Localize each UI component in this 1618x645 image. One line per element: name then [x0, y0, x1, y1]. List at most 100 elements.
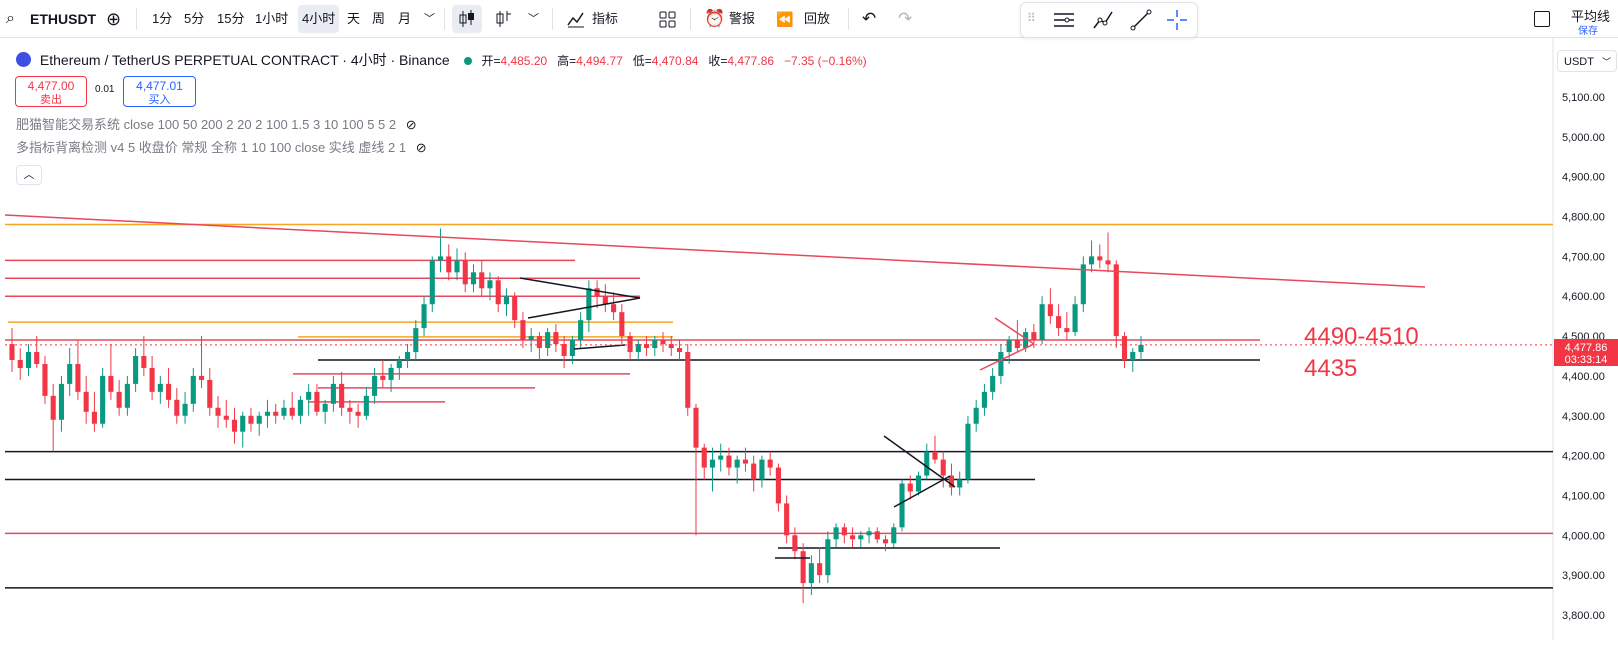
annotation-resistance-zone: 4490-4510: [1304, 323, 1419, 350]
candle-body: [462, 260, 468, 285]
interval-month[interactable]: 月: [398, 11, 412, 26]
alarm-clock-icon[interactable]: ⏰: [704, 9, 726, 28]
candles-chart-type-icon[interactable]: [452, 5, 482, 33]
spread-value: 0.01: [95, 84, 115, 95]
interval-5m[interactable]: 5分: [184, 11, 205, 26]
candle-body: [907, 483, 913, 492]
candle-body: [405, 352, 411, 360]
price-chart[interactable]: 5,100.00 5,000.00 4,900.00 4,800.00 4,700.00…: [0, 38, 1618, 640]
redo-icon[interactable]: ↷: [898, 9, 913, 28]
low-value: 4,470.84: [651, 54, 699, 68]
buy-price: 4,477.01: [136, 79, 183, 93]
chevron-down-icon[interactable]: ﹀: [528, 13, 539, 25]
candle-body: [668, 344, 674, 349]
candle-body: [149, 367, 155, 392]
legend-title[interactable]: Ethereum / TetherUS PERPETUAL CONTRACT ·…: [39, 52, 450, 68]
high-value: 4,494.77: [576, 54, 623, 68]
candle-body: [75, 363, 81, 392]
candle-body: [652, 340, 658, 349]
replay-button[interactable]: 回放: [804, 11, 831, 26]
candle-body: [25, 352, 32, 368]
collapse-legend-button[interactable]: ︿: [16, 165, 42, 185]
interval-4h[interactable]: 4小时: [298, 5, 340, 33]
candle-body: [965, 423, 971, 480]
alert-button[interactable]: 警报: [729, 11, 756, 26]
trend-line-icon[interactable]: [1129, 8, 1153, 32]
buy-button[interactable]: 4,477.01 买入: [123, 76, 196, 107]
eye-hidden-icon[interactable]: ⊘: [405, 117, 417, 132]
symbol-search[interactable]: ETHUSDT: [30, 11, 97, 27]
chart-area[interactable]: 5,100.00 5,000.00 4,900.00 4,800.00 4,700.00…: [0, 38, 1618, 640]
interval-1h[interactable]: 1小时: [255, 11, 289, 26]
candle-body: [1089, 256, 1095, 265]
candle-body: [899, 483, 905, 528]
close-value: 4,477.86: [727, 54, 775, 68]
candle-body: [207, 379, 213, 408]
candle-body: [520, 320, 526, 341]
change-value: −7.35 (−0.16%): [783, 54, 867, 68]
interval-15m[interactable]: 15分: [217, 11, 245, 26]
candle-body: [174, 399, 180, 416]
price-tick-label: 4,900.00: [1562, 172, 1605, 184]
replay-icon[interactable]: ⏪: [776, 11, 794, 27]
divider: [136, 8, 137, 30]
candle-body: [1121, 336, 1128, 360]
candle-body: [273, 411, 279, 416]
candle-body: [108, 375, 114, 392]
interval-1m[interactable]: 1分: [152, 11, 173, 26]
divider: [848, 8, 849, 30]
indicators-icon[interactable]: [566, 5, 586, 33]
drag-handle-icon[interactable]: ⠿: [1027, 11, 1036, 25]
candle-body: [685, 352, 691, 408]
price-tick-label: 3,900.00: [1562, 570, 1605, 582]
price-axis[interactable]: 5,100.00 5,000.00 4,900.00 4,800.00 4,700.00…: [1562, 92, 1605, 622]
path-tool-icon[interactable]: [1091, 8, 1115, 32]
interval-day[interactable]: 天: [347, 11, 361, 26]
candle-body: [256, 415, 262, 424]
chevron-down-icon[interactable]: ﹀: [424, 13, 435, 25]
save-button[interactable]: 保存: [1578, 26, 1598, 37]
indicators-button[interactable]: 指标: [592, 11, 619, 26]
candle-body: [891, 527, 897, 544]
candle-body: [693, 407, 699, 448]
candle-body: [231, 419, 238, 432]
fullscreen-checkbox-icon[interactable]: [1534, 11, 1550, 27]
candle-body: [1047, 304, 1053, 317]
candle-body: [990, 375, 996, 392]
candle-body: [91, 411, 97, 424]
candle-body: [306, 391, 312, 400]
search-icon[interactable]: ⌕: [6, 10, 15, 27]
price-tick-label: 5,000.00: [1562, 132, 1605, 144]
price-tick-label: 4,700.00: [1562, 251, 1605, 263]
buy-label: 买入: [148, 94, 171, 106]
candle-body: [380, 375, 386, 380]
candle-body: [215, 407, 221, 416]
horizontal-lines-icon[interactable]: [1051, 8, 1077, 32]
eye-hidden-icon[interactable]: ⊘: [415, 140, 427, 155]
divider: [444, 8, 445, 30]
currency-select[interactable]: USDT ﹀: [1557, 50, 1617, 72]
candle-body: [487, 280, 493, 289]
indicator-row-1[interactable]: 肥猫智能交易系统 close 100 50 200 2 20 2 100 1.5…: [16, 114, 417, 133]
candle-body: [800, 551, 806, 584]
bar-chart-type-icon[interactable]: [494, 5, 514, 33]
candle-body: [347, 407, 353, 412]
layout-grid-icon[interactable]: [657, 5, 679, 33]
candle-body: [808, 563, 814, 584]
triangle-lower-line: [979, 343, 1035, 371]
interval-week[interactable]: 周: [372, 11, 386, 26]
ma-button[interactable]: 平均线: [1571, 9, 1611, 24]
undo-icon[interactable]: ↶: [862, 9, 877, 28]
triangle-upper-line: [994, 317, 1035, 345]
candle-body: [182, 403, 188, 416]
indicator-row-2[interactable]: 多指标背离检测 v4 5 收盘价 常规 全称 1 10 100 close 实线…: [16, 137, 427, 156]
candle-body: [1138, 344, 1144, 353]
sell-button[interactable]: 4,477.00 卖出: [15, 76, 87, 107]
candle-body: [660, 340, 666, 345]
candle-body: [874, 531, 880, 540]
candle-body: [998, 352, 1004, 376]
candle-body: [429, 260, 435, 305]
price-tick-label: 4,600.00: [1562, 291, 1605, 303]
crosshair-icon[interactable]: [1165, 8, 1189, 32]
compare-add-icon[interactable]: ⊕: [106, 9, 122, 29]
